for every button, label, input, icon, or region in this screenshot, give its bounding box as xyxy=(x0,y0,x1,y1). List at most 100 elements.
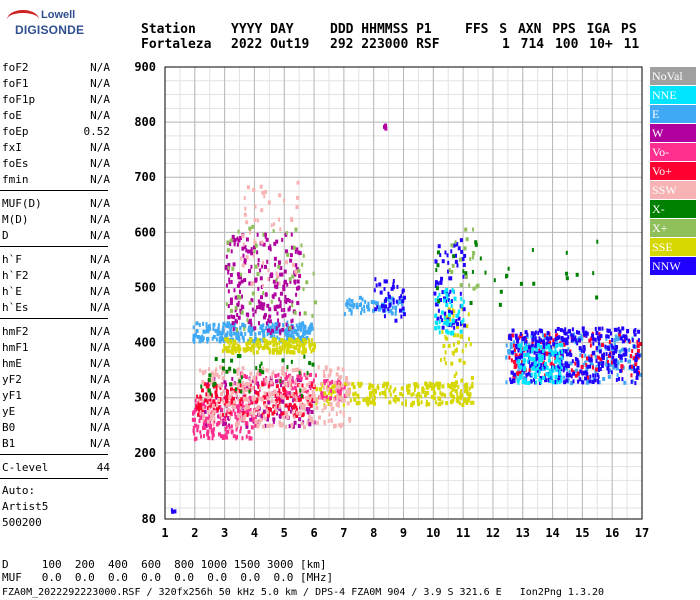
data-point xyxy=(524,346,528,351)
data-point xyxy=(435,302,439,307)
data-point xyxy=(346,304,349,309)
data-point xyxy=(406,384,409,389)
data-point xyxy=(236,367,240,372)
data-point xyxy=(607,334,610,339)
data-point xyxy=(253,326,257,331)
data-point xyxy=(518,355,522,360)
data-point xyxy=(331,379,334,384)
data-point xyxy=(275,304,278,309)
data-point xyxy=(312,271,315,276)
data-point xyxy=(457,385,460,390)
data-point xyxy=(285,230,288,235)
data-point xyxy=(348,297,351,302)
data-point xyxy=(448,268,451,273)
data-point xyxy=(299,340,302,345)
data-point xyxy=(300,393,303,398)
data-point xyxy=(456,263,459,268)
data-point xyxy=(261,260,264,265)
data-point xyxy=(299,388,302,393)
data-point xyxy=(219,412,222,417)
data-point xyxy=(556,380,559,385)
data-point xyxy=(505,343,508,348)
data-point xyxy=(404,399,407,404)
data-point xyxy=(599,357,603,362)
data-point xyxy=(277,264,281,269)
data-point xyxy=(592,365,595,370)
data-point xyxy=(374,307,378,312)
data-point xyxy=(278,322,281,327)
data-point xyxy=(373,388,377,393)
data-point xyxy=(452,313,455,318)
data-point xyxy=(251,326,255,331)
data-point xyxy=(449,300,452,305)
data-point xyxy=(236,272,240,277)
data-point xyxy=(238,349,241,354)
data-point xyxy=(234,295,238,300)
data-point xyxy=(538,363,541,368)
data-point xyxy=(510,337,513,342)
data-point xyxy=(444,393,447,398)
data-point xyxy=(611,355,615,360)
data-point xyxy=(254,277,258,282)
data-point xyxy=(447,384,451,389)
param-value: N/A xyxy=(90,301,110,314)
data-point xyxy=(295,286,299,291)
data-point xyxy=(315,401,318,406)
data-point xyxy=(275,326,278,331)
data-point xyxy=(248,399,251,404)
data-point xyxy=(266,424,269,429)
data-point xyxy=(252,346,255,351)
data-point xyxy=(232,408,235,413)
data-point xyxy=(460,393,464,398)
data-point xyxy=(567,373,571,378)
data-point xyxy=(437,402,441,407)
data-point xyxy=(243,415,247,420)
data-point xyxy=(263,339,267,344)
data-point xyxy=(562,348,565,353)
data-point xyxy=(284,390,288,395)
data-point xyxy=(276,281,279,286)
data-point xyxy=(192,333,195,338)
data-point xyxy=(285,367,288,372)
data-point xyxy=(303,311,306,316)
data-point xyxy=(467,397,471,402)
data-point xyxy=(457,396,460,401)
param-name: hmF1 xyxy=(2,341,29,354)
data-point xyxy=(454,240,457,245)
data-point xyxy=(231,382,235,387)
data-point xyxy=(233,344,236,349)
data-point xyxy=(441,325,445,330)
data-point xyxy=(315,406,319,411)
data-point xyxy=(298,417,302,422)
data-point xyxy=(375,301,379,306)
data-point xyxy=(519,281,523,286)
data-point xyxy=(238,408,242,413)
data-point xyxy=(379,290,383,295)
data-point xyxy=(300,406,304,411)
data-point xyxy=(254,423,258,428)
data-point xyxy=(295,413,299,418)
data-point xyxy=(354,391,357,396)
data-point xyxy=(509,377,512,382)
param-value: N/A xyxy=(90,197,110,210)
data-point xyxy=(514,356,518,361)
data-point xyxy=(297,338,300,343)
data-point xyxy=(281,380,285,385)
data-point xyxy=(226,401,230,406)
data-point xyxy=(240,272,243,277)
data-point xyxy=(265,380,268,385)
data-point xyxy=(345,302,349,307)
data-point xyxy=(615,366,619,371)
param-name: h`F xyxy=(2,253,22,266)
data-point xyxy=(535,353,538,358)
data-point xyxy=(548,348,552,353)
data-point xyxy=(624,336,628,341)
data-point xyxy=(589,358,593,363)
data-point xyxy=(512,372,516,377)
data-point xyxy=(595,295,599,300)
data-point xyxy=(229,238,233,243)
data-point xyxy=(440,310,444,315)
data-point xyxy=(278,400,281,405)
autoscaling-label: Auto: xyxy=(2,484,36,497)
y-tick-label: 300 xyxy=(134,391,156,405)
